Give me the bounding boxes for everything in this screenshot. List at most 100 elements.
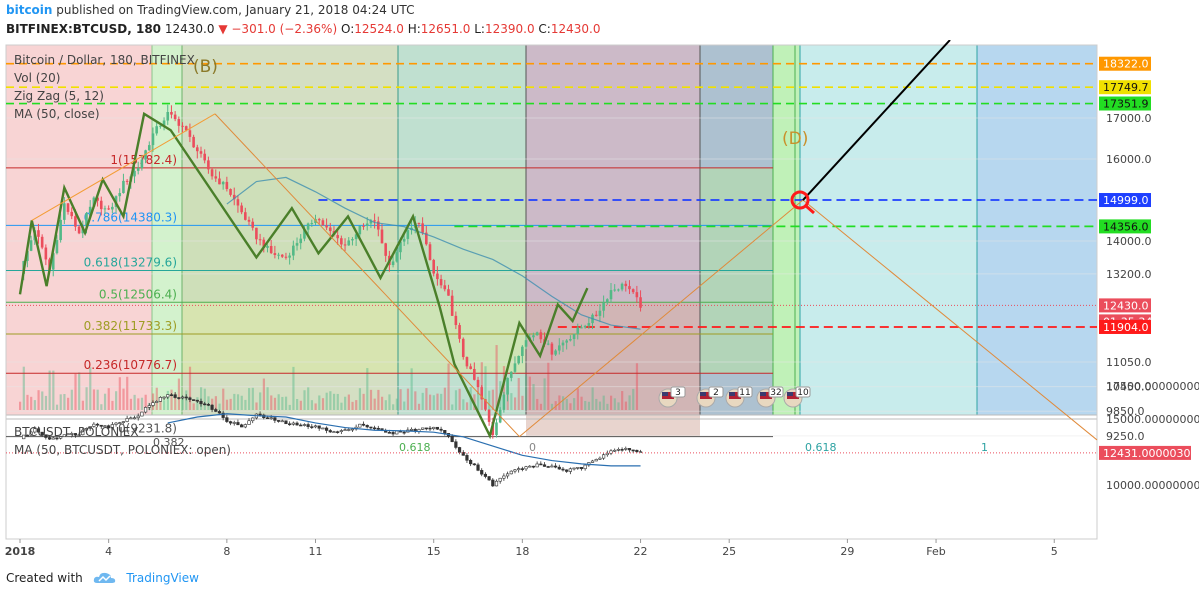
volume-bar <box>19 401 22 410</box>
sub-candle-body <box>557 466 561 470</box>
candle-body <box>517 355 520 364</box>
footer: Created with TradingView <box>6 571 199 588</box>
volume-bar <box>78 372 81 410</box>
sub-candle-body <box>99 424 103 427</box>
candle-body <box>99 200 103 210</box>
volume-bar <box>159 400 162 410</box>
candle-body <box>602 302 605 311</box>
volume-bar <box>122 388 125 410</box>
sub-candle-body <box>553 465 558 468</box>
sub-candle-body <box>140 411 144 417</box>
sub-candle-body <box>147 405 151 408</box>
volume-bar <box>192 403 195 410</box>
publisher-name[interactable]: bitcoin <box>6 3 53 17</box>
zigzag <box>18 111 589 440</box>
sub-candle-body <box>240 424 244 428</box>
sub-legend-item: MA (50, BTCUSDT, POLONIEX: open) <box>14 443 231 457</box>
sub-candle-body <box>616 449 620 451</box>
sub-candle-body <box>81 429 85 436</box>
sub-candle-body <box>95 423 100 426</box>
candle-body <box>266 246 269 248</box>
flag-icon <box>760 392 766 396</box>
volume-bar <box>610 395 613 410</box>
sub-candle-body <box>143 407 148 413</box>
sub-candle-body <box>476 464 480 471</box>
sub-candle-body <box>166 394 170 398</box>
candle-body <box>506 377 509 395</box>
candle-body <box>354 234 358 240</box>
volume-bar <box>96 389 99 410</box>
candle-body <box>147 145 151 151</box>
volume-bar <box>621 391 624 410</box>
price-tag <box>1099 193 1151 208</box>
sub-candle-body <box>505 473 510 477</box>
candle-body <box>406 230 410 239</box>
volume-bar <box>303 390 306 410</box>
volume-bar <box>491 389 494 410</box>
candle-body <box>395 252 399 262</box>
volume-bar <box>591 387 594 410</box>
sub-candle-body <box>199 400 203 405</box>
candle-body <box>207 160 210 170</box>
volume-bar <box>33 400 36 410</box>
volume-bar <box>502 366 506 410</box>
tradingview-logo-icon[interactable] <box>93 571 117 588</box>
sub-candle-body <box>613 449 617 452</box>
event-badge: 11 <box>725 386 753 408</box>
symbol-name: BITFINEX:BTCUSD, 180 <box>6 22 162 36</box>
sub-candle-body <box>132 417 137 420</box>
volume-bar <box>255 402 258 410</box>
candle-body <box>450 295 454 316</box>
sub-candle-body <box>590 460 595 463</box>
volume-bar <box>310 400 314 410</box>
candle-body <box>218 178 221 185</box>
badge-count-bg <box>737 386 753 398</box>
volume-bar <box>388 394 391 410</box>
volume-bar <box>406 388 410 410</box>
target-circle-icon <box>805 204 815 215</box>
volume-bar <box>340 402 343 410</box>
chart-area[interactable]: 1(15782.4) 0.786(14380.3) 0.618(13279.6) 0.… <box>0 40 1199 568</box>
volume-bar <box>273 397 277 410</box>
candle-body <box>277 254 280 256</box>
candle-body <box>425 232 428 245</box>
sub-candle-body <box>251 417 255 422</box>
event-badges[interactable]: 3 2 11 32 10 <box>658 386 811 408</box>
volume-bar <box>451 404 454 410</box>
volume-bar <box>598 401 602 410</box>
candle-body <box>247 219 251 222</box>
tradingview-link[interactable]: TradingView <box>126 571 199 585</box>
sub-candle-body <box>214 409 218 412</box>
trend-drawings: (B) (D) <box>31 40 1098 441</box>
volume-bar <box>133 394 136 410</box>
close-value: 12430.0 <box>550 22 601 36</box>
badge-count-bg <box>768 386 784 398</box>
sub-candle-body <box>528 465 532 468</box>
sub-candle-body <box>620 449 624 451</box>
main-legend-item: Vol (20) <box>14 71 60 85</box>
x-tick-label: 2018 <box>5 545 36 558</box>
candle-body <box>317 219 321 221</box>
sub-candle-body <box>151 402 155 406</box>
zone-cyan <box>800 45 977 415</box>
candle-body <box>155 126 158 134</box>
volume-bar <box>248 388 251 410</box>
sub-candle-body <box>295 422 299 426</box>
volume-bar <box>218 403 221 410</box>
volume-bar <box>635 363 639 410</box>
volume-bar <box>550 403 554 410</box>
sub-candle-body <box>280 420 284 423</box>
candle-body <box>173 114 177 120</box>
y-tick-label: 9250.0 <box>1106 430 1145 443</box>
volume-bar <box>447 363 450 410</box>
volume-bar <box>569 403 572 410</box>
sub-candle-body <box>169 394 174 397</box>
sub-y-tick-label: 17500.00000000 <box>1106 380 1199 393</box>
price-tag <box>1099 219 1151 234</box>
price-tag <box>1099 96 1151 111</box>
volume-bar <box>462 399 465 410</box>
volume-bar <box>111 400 114 410</box>
down-arrow-icon: ▼ <box>218 22 228 36</box>
candle-body <box>384 243 387 256</box>
sub-candle-body <box>203 403 207 406</box>
